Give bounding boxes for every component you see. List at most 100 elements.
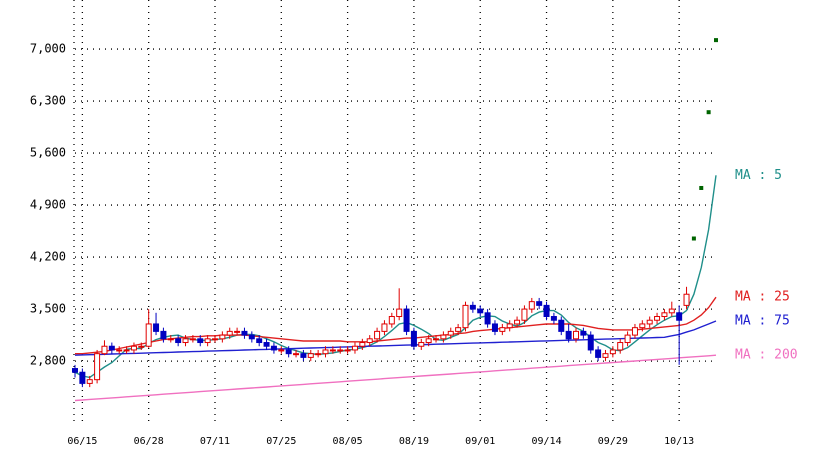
candle-body (374, 330, 381, 340)
candle-body (477, 308, 484, 314)
candle-body (499, 327, 506, 332)
candle-body (108, 345, 115, 351)
candle-body (617, 342, 624, 351)
candle-body (536, 301, 543, 306)
candle-body (293, 353, 300, 356)
candle-body (403, 308, 410, 332)
candle-body (646, 319, 653, 325)
candle-body (123, 349, 130, 352)
x-tick-label: 09/14 (531, 436, 561, 447)
candle-body (491, 323, 498, 332)
candle-body (300, 353, 307, 358)
legend-label: MA : 75 (735, 313, 790, 328)
candle-body (661, 312, 668, 318)
candle-body (189, 338, 196, 341)
candle-body (602, 353, 609, 358)
candle-body (315, 353, 322, 356)
x-tick-label: 06/28 (134, 436, 164, 447)
candle-body (116, 349, 123, 352)
candle-body (631, 327, 638, 336)
candle-body (447, 330, 454, 336)
candle-body (462, 304, 469, 329)
candle-body (469, 304, 476, 310)
candle-body (211, 338, 218, 341)
limit-mark (706, 110, 711, 115)
candle-body (263, 342, 270, 347)
candle-body (359, 342, 366, 347)
candle-body (138, 345, 145, 348)
candle-body (241, 330, 248, 336)
candle-body (182, 338, 189, 344)
candle-body (145, 323, 152, 347)
candle-body (248, 334, 255, 340)
candle-body (256, 338, 263, 344)
candle-body (72, 368, 78, 373)
candle-body (307, 353, 314, 358)
limit-mark (714, 38, 718, 43)
candle-body (528, 301, 535, 310)
candle-body (153, 323, 160, 332)
candle-body (270, 345, 277, 351)
candle-body (543, 304, 550, 318)
x-tick-label: 08/05 (333, 436, 363, 447)
candle-body (506, 323, 513, 329)
candle-body (160, 330, 167, 340)
candle-body (337, 349, 344, 352)
candle-body (418, 342, 425, 347)
candle-body (204, 338, 211, 344)
candle-body (234, 330, 241, 333)
candle-body (455, 327, 462, 332)
x-tick-label: 06/15 (67, 436, 97, 447)
candle-body (573, 330, 580, 340)
candle-body (366, 338, 373, 344)
candle-body (219, 334, 226, 340)
candle-body (565, 330, 572, 340)
candle-body (550, 316, 557, 321)
ma-line (74, 175, 717, 379)
candle-body (86, 379, 93, 384)
candle-body (226, 330, 233, 336)
candle-body (101, 345, 108, 355)
limit-mark (691, 236, 696, 241)
y-tick-label: 4,900 (30, 198, 66, 212)
candle-body (433, 338, 440, 341)
limit-mark (699, 185, 704, 190)
candle-body (425, 338, 432, 344)
candle-body (388, 316, 395, 325)
x-tick-label: 09/01 (465, 436, 495, 447)
legend-label: MA : 25 (735, 290, 790, 305)
candle-body (197, 338, 204, 344)
x-tick-label: 07/25 (266, 436, 296, 447)
candle-body (351, 345, 358, 351)
candle-body (558, 319, 565, 332)
legend-label: MA : 5 (735, 168, 782, 183)
candle-body (285, 349, 292, 355)
y-tick-label: 4,200 (30, 250, 66, 264)
candle-body (322, 349, 329, 355)
y-tick-label: 2,800 (30, 354, 66, 368)
candle-body (410, 330, 417, 347)
candle-body (329, 349, 336, 352)
y-tick-label: 3,500 (30, 302, 66, 316)
candle-body (639, 323, 646, 329)
candle-body (484, 312, 491, 325)
candle-body (175, 338, 182, 344)
y-tick-label: 6,300 (30, 94, 66, 108)
y-tick-label: 5,600 (30, 146, 66, 160)
candle-body (609, 349, 616, 355)
x-tick-label: 07/11 (200, 436, 230, 447)
candle-body (381, 323, 388, 332)
candle-body (514, 319, 521, 325)
candle-body (79, 371, 86, 384)
candle-body (676, 312, 683, 321)
candle-body (587, 334, 594, 351)
candle-body (167, 338, 174, 341)
candle-body (580, 330, 587, 336)
y-tick-label: 7,000 (30, 42, 66, 56)
x-tick-label: 10/13 (664, 436, 694, 447)
candle-body (440, 334, 447, 340)
candle-body (130, 345, 137, 351)
candle-body (624, 334, 631, 344)
candle-body (683, 293, 690, 306)
candle-body (654, 316, 661, 321)
